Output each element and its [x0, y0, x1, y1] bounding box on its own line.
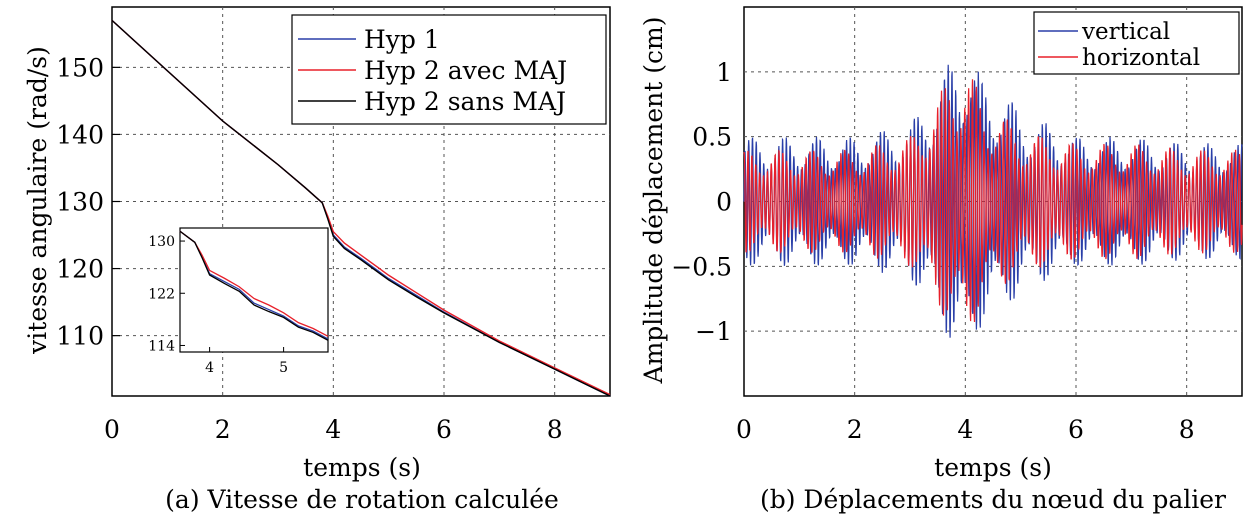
xtick-label-b: 0: [736, 415, 752, 444]
xtick-label-a: 8: [547, 415, 563, 444]
xtick-label-b: 6: [1068, 415, 1084, 444]
xtick-label-a: 6: [436, 415, 452, 444]
ytick-label-b: −1: [695, 317, 732, 346]
xtick-label-a: 4: [325, 415, 341, 444]
inset-a: 114 122 130 4 5: [148, 227, 329, 376]
inset-frame: [179, 227, 329, 353]
series-line-horizontal: [743, 79, 1243, 323]
ytick-label-a: 110: [56, 322, 104, 351]
legend-label: Hyp 1: [364, 25, 440, 54]
ytick-label-a: 150: [56, 53, 104, 82]
xlabel-b: temps (s): [934, 453, 1052, 482]
xtick-label-a: 2: [215, 415, 231, 444]
xtick-label-b: 4: [957, 415, 973, 444]
xlabel-a: temps (s): [303, 453, 421, 482]
inset-series-line: [179, 230, 329, 337]
series-a: [111, 19, 611, 397]
ytick-label-a: 130: [56, 188, 104, 217]
series-line-hyp-2-sans-maj: [111, 19, 611, 397]
inset-series-line: [179, 230, 329, 341]
inset-ytick-label: 114: [148, 338, 175, 354]
inset-xtick-label: 5: [279, 360, 288, 376]
legend-label: Hyp 2 sans MAJ: [364, 87, 566, 116]
legend-label: vertical: [1081, 19, 1170, 45]
inset-xtick-label: 4: [205, 360, 214, 376]
ytick-label-a: 120: [56, 255, 104, 284]
ylabel-a: vitesse angulaire (rad/s): [23, 46, 52, 355]
inset-ytick-label: 130: [148, 234, 175, 250]
series-line-vertical: [743, 64, 1243, 338]
series-b: [743, 64, 1243, 338]
ylabel-b: Amplitude déplacement (cm): [639, 17, 668, 385]
xtick-label-a: 0: [104, 415, 120, 444]
ytick-label-b: 0: [716, 188, 732, 217]
inset-ytick-label: 122: [148, 286, 175, 302]
ytick-label-b: 0.5: [692, 123, 732, 152]
ticks-b: 0 2 4 6 8 −1 −0.5 0 0.5 1: [671, 58, 1194, 444]
legend-box-b: [1033, 11, 1240, 75]
ytick-label-b: 1: [716, 58, 732, 87]
xtick-label-b: 2: [847, 415, 863, 444]
caption-b: (b) Déplacements du nœud du palier: [760, 485, 1226, 514]
legend-label: horizontal: [1082, 45, 1200, 71]
legend-label: Hyp 2 avec MAJ: [364, 56, 567, 85]
caption-a: (a) Vitesse de rotation calculée: [165, 485, 559, 514]
ytick-label-a: 140: [56, 120, 104, 149]
ticks-a: 0 2 4 6 8 110 120 130 140 150: [56, 53, 562, 444]
xtick-label-b: 8: [1179, 415, 1195, 444]
ytick-label-b: −0.5: [671, 252, 732, 281]
